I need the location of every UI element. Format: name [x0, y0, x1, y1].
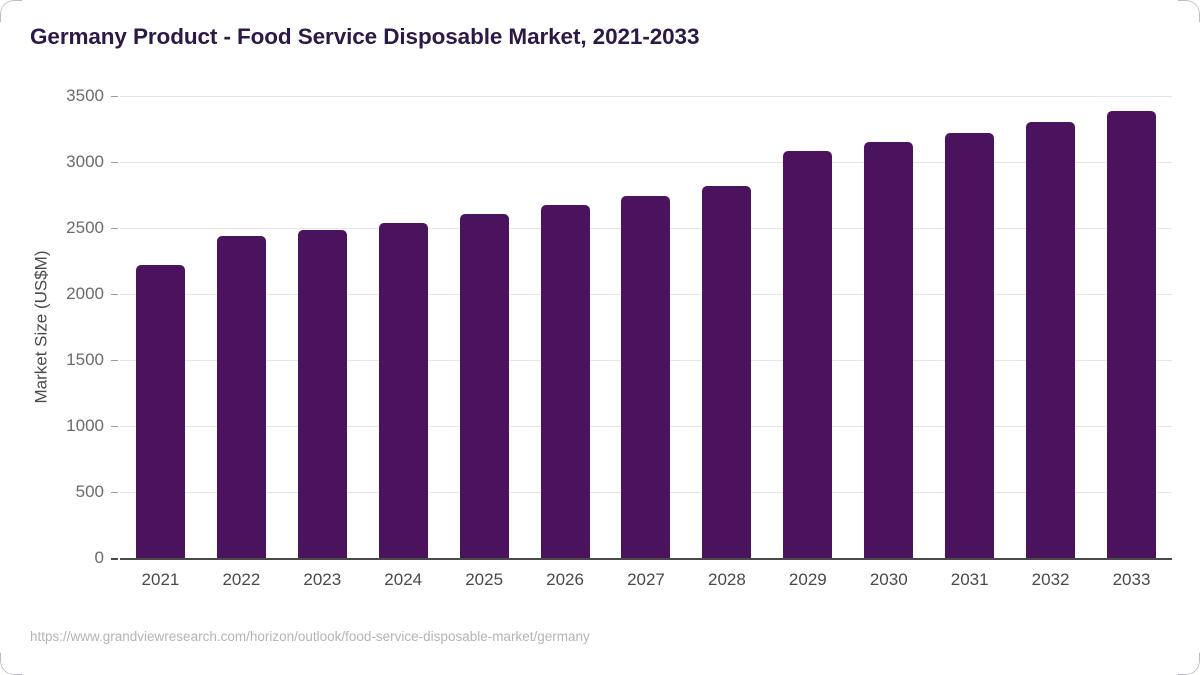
- bar[interactable]: [1107, 110, 1157, 558]
- x-tick-label: 2025: [465, 570, 504, 589]
- y-tick-label: 2000: [66, 284, 104, 303]
- bar-slot: 2025: [444, 96, 525, 589]
- bar-slot: 2021: [120, 96, 201, 589]
- y-tick-mark: [111, 360, 118, 361]
- bar[interactable]: [378, 222, 428, 558]
- bar[interactable]: [459, 214, 509, 558]
- x-tick-label: 2032: [1031, 570, 1070, 589]
- bar[interactable]: [702, 186, 752, 558]
- bar[interactable]: [135, 264, 185, 558]
- bar-slot: 2033: [1091, 96, 1172, 589]
- y-tick-mark: [111, 492, 118, 493]
- bar[interactable]: [945, 132, 995, 558]
- x-tick-label: 2029: [788, 570, 827, 589]
- x-tick-label: 2026: [546, 570, 584, 589]
- bar-slot: 2028: [686, 96, 767, 589]
- gridline: [120, 96, 1172, 97]
- bar[interactable]: [540, 205, 590, 558]
- bar[interactable]: [864, 141, 914, 558]
- bar-slot: 2030: [848, 96, 929, 589]
- bar[interactable]: [783, 151, 833, 558]
- y-tick-label: 0: [94, 548, 104, 567]
- y-tick-mark: [111, 162, 118, 163]
- bar[interactable]: [1026, 122, 1076, 558]
- axis-baseline: [120, 558, 1172, 560]
- y-tick-mark: [111, 294, 118, 295]
- y-tick-mark: [111, 426, 118, 427]
- bar-slot: 2031: [929, 96, 1010, 589]
- bar[interactable]: [216, 235, 266, 558]
- y-axis-title: Market Size (US$M): [30, 96, 54, 558]
- gridline: [120, 162, 1172, 163]
- bar-slot: 2032: [1010, 96, 1091, 589]
- x-tick-label: 2028: [707, 570, 746, 589]
- y-tick-mark: [111, 96, 118, 97]
- y-tick-label: 3500: [66, 86, 104, 105]
- bar[interactable]: [297, 229, 347, 558]
- source-url-label: https://www.grandviewresearch.com/horizo…: [30, 629, 590, 644]
- y-tick-mark: [111, 228, 118, 229]
- y-axis-title-label: Market Size (US$M): [32, 250, 51, 404]
- bar-slot: 2029: [767, 96, 848, 589]
- bar[interactable]: [621, 196, 671, 558]
- page-title: Germany Product - Food Service Disposabl…: [30, 24, 700, 49]
- x-tick-label: 2021: [141, 570, 180, 589]
- plot-area: 3500 3000 2500 2000 1500 1000 500 0 2021 2022 202…: [66, 86, 1172, 589]
- bar-slot: 2022: [201, 96, 282, 589]
- y-tick-label: 1000: [66, 416, 104, 435]
- x-tick-label: 2031: [950, 570, 989, 589]
- x-tick-label: 2033: [1112, 570, 1151, 589]
- y-tick-label: 1500: [66, 350, 104, 369]
- y-tick-label: 500: [75, 482, 104, 501]
- x-tick-label: 2022: [222, 570, 261, 589]
- bar-slot: 2023: [282, 96, 363, 589]
- x-tick-label: 2024: [384, 570, 423, 589]
- x-tick-label: 2030: [869, 570, 908, 589]
- y-tick-label: 3000: [66, 152, 104, 171]
- x-tick-label: 2023: [303, 570, 342, 589]
- bar-slot: 2026: [525, 96, 606, 589]
- y-tick-mark: [111, 558, 118, 560]
- x-tick-label: 2027: [627, 570, 665, 589]
- y-tick-label: 2500: [66, 218, 104, 237]
- bar-slot: 2024: [363, 96, 444, 589]
- bar-slot: 2027: [606, 96, 687, 589]
- bar-series: 2021 2022 2023 2024 2025 2026 2027 2028 2029 2030…: [120, 96, 1172, 589]
